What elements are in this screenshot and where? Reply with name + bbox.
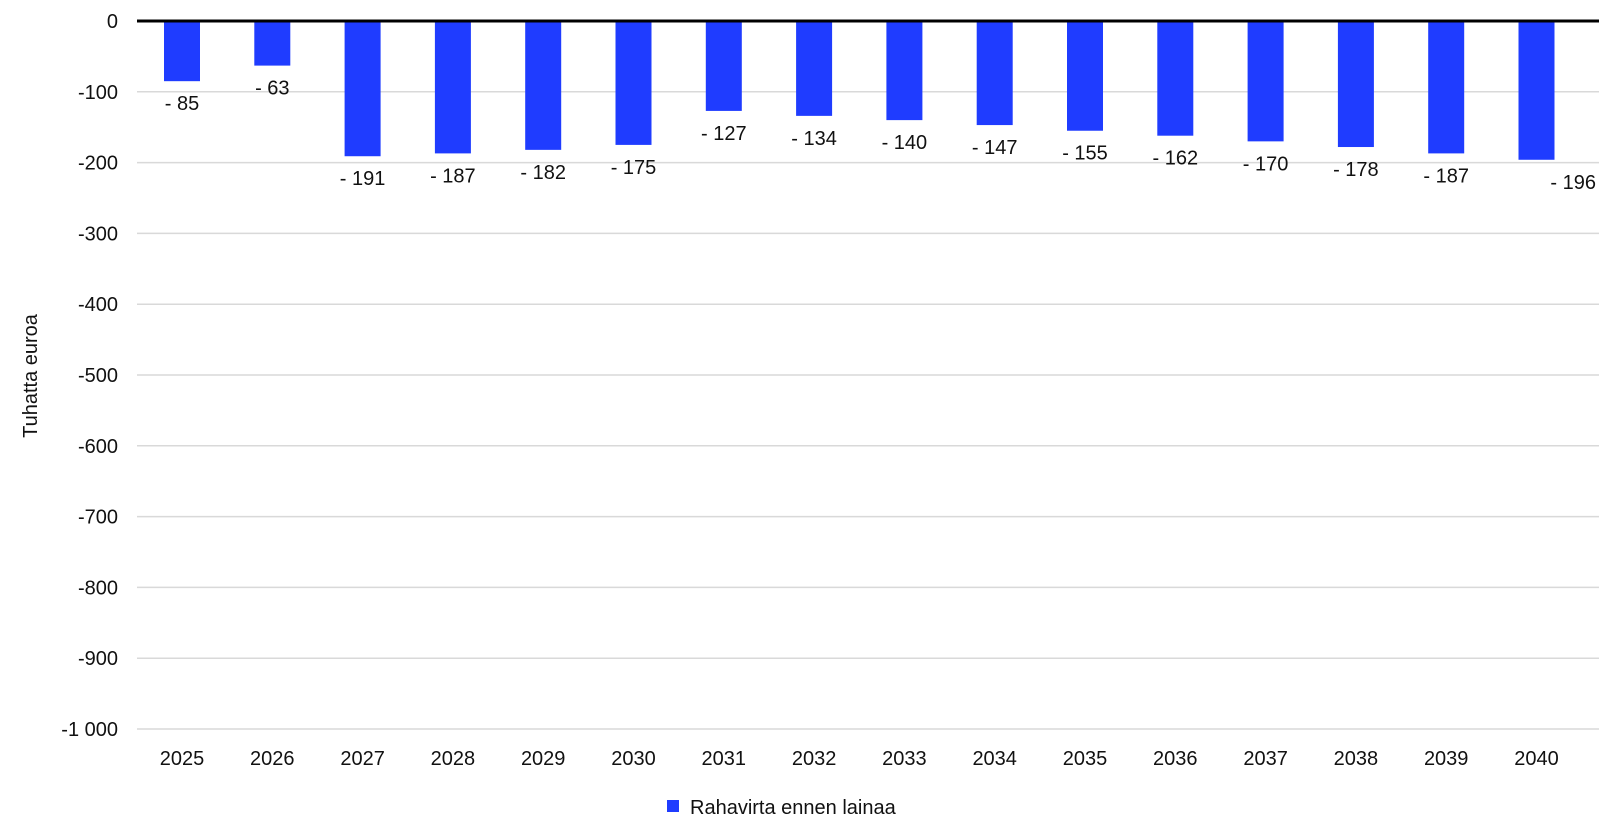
y-axis-title: Tuhatta euroa: [20, 313, 42, 438]
data-label: - 170: [1243, 153, 1289, 175]
bar: [796, 21, 833, 116]
data-label: - 175: [611, 157, 657, 179]
bar: [1157, 21, 1194, 136]
legend-label: Rahavirta ennen lainaa: [690, 797, 897, 819]
data-label: - 63: [255, 78, 289, 100]
x-tick-label: 2037: [1243, 748, 1288, 770]
bar: [976, 21, 1013, 126]
x-tick-label: 2031: [702, 748, 747, 770]
y-tick-label: -600: [78, 436, 118, 458]
data-label: - 140: [882, 132, 928, 154]
y-tick-label: -300: [78, 223, 118, 245]
x-axis-ticks: 2025 2026 2027 2028 2029 2030 2031 2032 2033 2034…: [160, 748, 1559, 770]
bar: [1067, 21, 1103, 131]
x-tick-label: 2035: [1063, 748, 1108, 770]
x-tick-label: 2028: [431, 748, 476, 770]
x-tick-label: 2029: [521, 748, 566, 770]
bar: [1247, 21, 1284, 142]
data-label: - 178: [1333, 159, 1379, 181]
data-label: - 191: [340, 168, 386, 190]
x-tick-label: 2025: [160, 748, 205, 770]
bar: [254, 21, 291, 66]
bar: [1337, 21, 1374, 148]
y-tick-label: -500: [78, 365, 118, 387]
bar: [1518, 21, 1555, 160]
x-tick-label: 2038: [1334, 748, 1379, 770]
x-tick-label: 2036: [1153, 748, 1198, 770]
data-labels: - 85 - 63 - 191 - 187 - 182 - 175 - 127 - 134 - …: [165, 78, 1596, 194]
x-tick-label: 2033: [882, 748, 927, 770]
y-tick-label: -200: [78, 153, 118, 175]
x-tick-label: 2039: [1424, 748, 1469, 770]
data-label: - 182: [520, 162, 566, 184]
y-tick-label: -400: [78, 294, 118, 316]
y-tick-label: -800: [78, 577, 118, 599]
x-tick-label: 2034: [972, 748, 1017, 770]
bar: [1428, 21, 1465, 154]
bar: [615, 21, 652, 145]
x-tick-label: 2027: [340, 748, 385, 770]
bars: [164, 21, 1555, 160]
gridlines: [137, 91, 1599, 730]
data-label: - 147: [972, 137, 1018, 159]
data-label: - 155: [1062, 143, 1108, 165]
bar: [525, 21, 562, 150]
data-label: - 162: [1153, 148, 1199, 170]
data-label: - 134: [791, 128, 837, 150]
data-label: - 187: [1423, 165, 1469, 187]
x-tick-label: 2040: [1514, 748, 1559, 770]
data-label: - 187: [430, 165, 476, 187]
legend: Rahavirta ennen lainaa: [667, 797, 897, 819]
bar: [705, 21, 742, 111]
y-tick-label: -1 000: [61, 719, 118, 741]
x-tick-label: 2026: [250, 748, 295, 770]
y-tick-label: -700: [78, 507, 118, 529]
data-label: - 196: [1550, 172, 1596, 194]
y-tick-label: -900: [78, 648, 118, 670]
data-label: - 85: [165, 93, 199, 115]
x-tick-label: 2030: [611, 748, 656, 770]
data-label: - 127: [701, 123, 747, 145]
bar: [344, 21, 381, 157]
x-tick-label: 2032: [792, 748, 837, 770]
y-tick-label: 0: [107, 11, 118, 33]
bar: [434, 21, 471, 154]
bar: [164, 21, 200, 82]
y-axis-ticks: 0 -100 -200 -300 -400 -500 -600 -700 -800 -900 -1 …: [61, 11, 118, 741]
legend-swatch: [667, 800, 679, 812]
bar: [886, 21, 923, 121]
y-tick-label: -100: [78, 82, 118, 104]
